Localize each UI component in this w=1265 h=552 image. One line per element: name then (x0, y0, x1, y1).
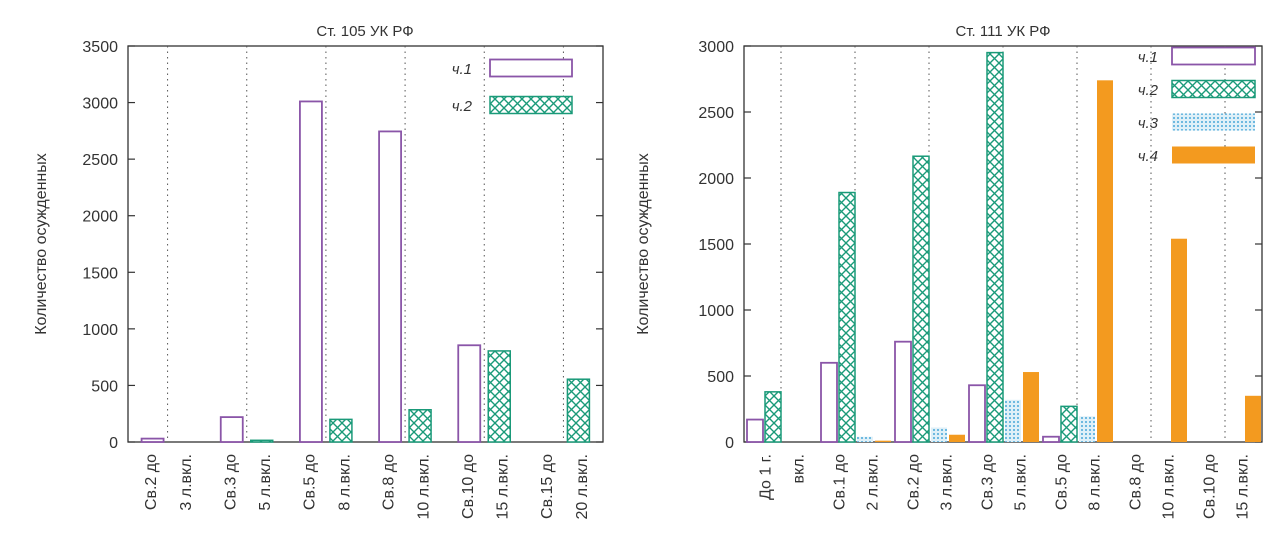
x-category-label: Св.2 до (906, 454, 923, 510)
bar-2-s1-g4 (968, 384, 986, 443)
x-category-label: 15 л.вкл. (1234, 454, 1251, 519)
legend-label: ч.3 (1138, 115, 1159, 132)
bar-2-s4-g2 (875, 440, 891, 442)
legend-label: ч.2 (1138, 82, 1159, 99)
x-category-label: Св.3 до (980, 454, 997, 510)
legend-label: ч.4 (1138, 148, 1158, 165)
bar-2-s3-g3 (931, 427, 947, 442)
legend-swatch (1171, 46, 1256, 66)
x-category-label: 15 л.вкл. (495, 454, 512, 519)
y-tick-label: 2000 (698, 171, 734, 188)
bar-2-s2-g2 (838, 191, 856, 443)
x-category-label: 10 л.вкл. (1160, 454, 1177, 519)
bar-2-s3-g5 (1079, 416, 1095, 442)
chart-title: Ст. 105 УК РФ (316, 23, 413, 40)
y-tick-label: 500 (91, 378, 118, 395)
bar-1-s2-g6 (566, 378, 591, 443)
x-category-label: 5 л.вкл. (257, 454, 274, 511)
x-category-label: Св.3 до (222, 454, 239, 510)
x-category-label: Св.10 до (460, 454, 477, 519)
x-category-label: 10 л.вкл. (416, 454, 433, 519)
legend-swatch (489, 58, 573, 78)
y-tick-label: 500 (707, 369, 734, 386)
bar-1-s1-g1 (140, 437, 165, 443)
x-category-label: 2 л.вкл. (864, 454, 881, 511)
y-tick-label: 1500 (82, 265, 118, 282)
x-category-label: 3 л.вкл. (178, 454, 195, 511)
x-category-label: Св.8 до (1128, 454, 1145, 510)
bar-1-s2-g3 (329, 418, 353, 443)
x-category-label: Св.5 до (302, 454, 319, 510)
bar-2-s1-g1 (746, 418, 764, 443)
bar-2-s2-g1 (764, 391, 782, 443)
y-tick-label: 2000 (82, 209, 118, 226)
bar-1-s1-g4 (378, 130, 402, 443)
x-category-label: 20 л.вкл. (574, 454, 591, 519)
chart-2: Ст. 111 УК РФ 0 500 1000 1500 2000 2500 3000 Кол… (635, 23, 1263, 519)
x-category-label: Св.5 до (1054, 454, 1071, 510)
legend-swatch (1171, 79, 1256, 99)
bar-1-s2-g4 (408, 409, 432, 443)
x-category-label: Св.2 до (143, 454, 160, 510)
chart-title: Ст. 111 УК РФ (955, 23, 1050, 40)
bar-1-s1-g5 (457, 344, 482, 443)
bar-2-s3-g2 (857, 436, 873, 442)
x-category-label: вкл. (790, 454, 807, 483)
y-tick-label: 3500 (82, 39, 118, 56)
legend-swatch (1172, 146, 1255, 164)
bar-2-s1-g2 (820, 361, 838, 443)
bar-2-s4-g4 (1023, 372, 1039, 442)
bar-1-s2-g2 (250, 439, 274, 443)
x-category-label: 8 л.вкл. (1086, 454, 1103, 511)
bar-2-s4-g3 (949, 434, 965, 442)
legend-label: ч.1 (1138, 49, 1158, 66)
legend-swatch (1172, 113, 1255, 131)
bar-2-s4-g7 (1245, 395, 1261, 442)
bar-2-s4-g5 (1097, 80, 1113, 442)
legend-label: ч.1 (452, 61, 472, 78)
x-category-label: До 1 г. (758, 454, 775, 500)
bar-2-s2-g4 (986, 51, 1004, 443)
bar-1-s1-g2 (219, 416, 244, 443)
bar-2-s1-g3 (894, 340, 912, 443)
bar-2-s3-g4 (1005, 399, 1021, 442)
x-category-label: 8 л.вкл. (336, 454, 353, 511)
y-tick-label: 2500 (82, 152, 118, 169)
x-category-label: 5 л.вкл. (1012, 454, 1029, 511)
legend-label: ч.2 (452, 98, 473, 115)
legend-swatch (489, 95, 573, 115)
chart-1: Ст. 105 УК РФ 0 500 1000 1500 2000 2500 3000 350… (33, 23, 604, 519)
y-tick-label: 1000 (82, 322, 118, 339)
y-tick-label: 2500 (698, 105, 734, 122)
y-tick-label: 3000 (698, 39, 734, 56)
y-tick-label: 3000 (82, 96, 118, 113)
y-axis-label: Количество осужденных (33, 153, 50, 335)
x-category-label: 3 л.вкл. (938, 454, 955, 511)
y-tick-label: 1500 (698, 237, 734, 254)
x-category-label: Св.10 до (1202, 454, 1219, 519)
bar-1-s2-g5 (487, 350, 511, 443)
bar-2-s2-g3 (912, 155, 930, 443)
bar-2-s1-g5 (1042, 435, 1060, 443)
x-category-label: Св.8 до (381, 454, 398, 510)
y-tick-label: 1000 (698, 303, 734, 320)
y-axis-label: Количество осужденных (635, 153, 652, 335)
y-tick-label: 0 (725, 435, 734, 452)
x-category-label: Св.1 до (832, 454, 849, 510)
bar-2-s4-g6 (1171, 238, 1187, 442)
bar-1-s1-g3 (299, 100, 323, 443)
bar-2-s2-g5 (1060, 405, 1078, 443)
y-tick-label: 0 (109, 435, 118, 452)
x-category-label: Св.15 до (539, 454, 556, 519)
plot-frame (127, 45, 604, 443)
